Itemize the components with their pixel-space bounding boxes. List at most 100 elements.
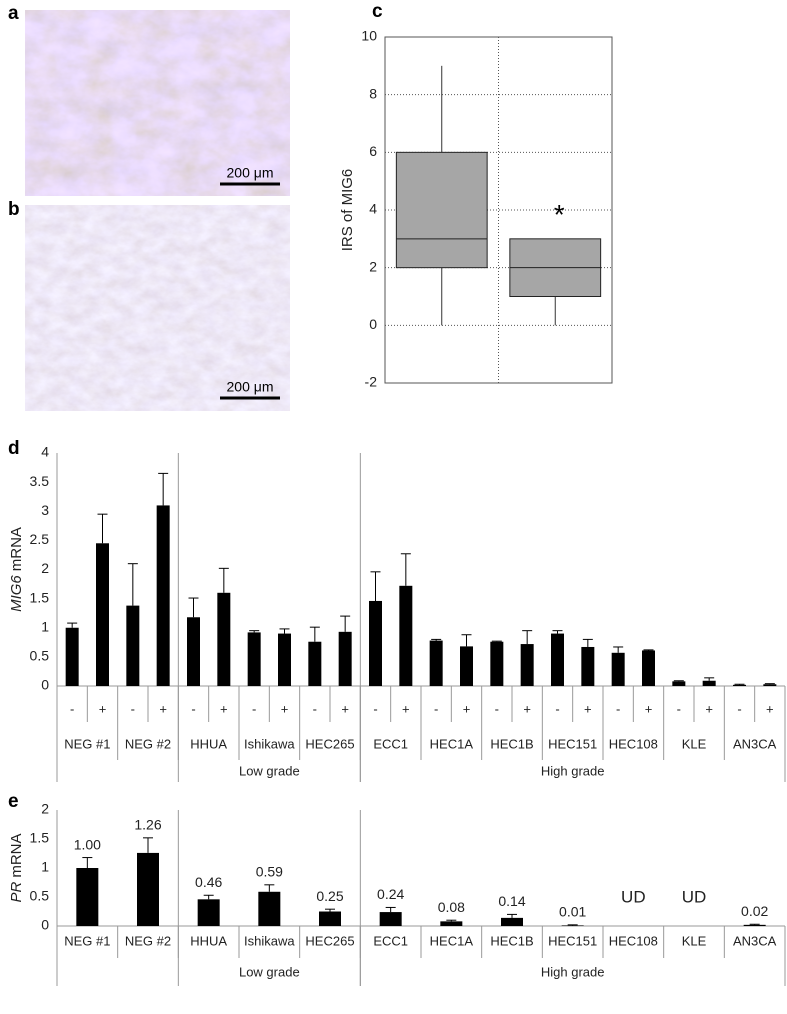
bar bbox=[308, 641, 322, 686]
micrograph bbox=[25, 10, 290, 196]
y-tick-label: 4 bbox=[369, 201, 377, 217]
bar bbox=[137, 852, 159, 926]
bar bbox=[338, 631, 352, 686]
bar bbox=[247, 632, 261, 686]
y-tick-label: 8 bbox=[369, 85, 377, 101]
value-label: UD bbox=[621, 887, 646, 906]
series-label: - bbox=[313, 701, 317, 716]
series-label: + bbox=[645, 701, 653, 716]
x-tick-label: AN3CA bbox=[733, 933, 777, 948]
bar bbox=[65, 627, 79, 686]
panel-label: e bbox=[8, 791, 19, 812]
bar bbox=[399, 585, 413, 686]
bar bbox=[217, 592, 231, 686]
series-label: + bbox=[766, 701, 774, 716]
value-label: 0.02 bbox=[741, 903, 768, 919]
bar bbox=[460, 646, 473, 686]
panel-label: a bbox=[8, 3, 19, 24]
series-label: + bbox=[705, 701, 713, 716]
value-label: 1.26 bbox=[134, 817, 161, 833]
y-tick-label: 10 bbox=[361, 28, 377, 44]
y-tick-label: -2 bbox=[365, 374, 378, 390]
series-label: - bbox=[495, 701, 499, 716]
y-tick-label: 0 bbox=[41, 677, 49, 693]
panel-label: d bbox=[8, 438, 20, 459]
value-label: 0.14 bbox=[498, 893, 525, 909]
box bbox=[395, 151, 488, 269]
y-axis-label-unit: mRNA bbox=[8, 527, 25, 571]
y-tick-label: 0 bbox=[369, 316, 377, 332]
bar bbox=[581, 646, 595, 686]
group-label: High grade bbox=[541, 964, 605, 979]
micrograph bbox=[25, 205, 290, 411]
bar bbox=[197, 899, 220, 926]
series-label: - bbox=[616, 701, 620, 716]
y-axis-label-gene: MIG6 bbox=[8, 575, 25, 612]
series-label: + bbox=[341, 701, 349, 716]
y-tick-label: 0 bbox=[41, 917, 49, 933]
bar bbox=[642, 650, 655, 686]
series-label: - bbox=[191, 701, 195, 716]
y-tick-label: 2 bbox=[41, 801, 49, 817]
y-tick-label: 3.5 bbox=[30, 473, 50, 489]
x-tick-label: ECC1 bbox=[373, 933, 408, 948]
x-tick-label: HEC1B bbox=[490, 736, 533, 751]
y-tick-label: 2 bbox=[369, 258, 377, 274]
y-tick-label: 3 bbox=[41, 502, 49, 518]
y-tick-label: 1.5 bbox=[30, 589, 50, 605]
x-tick-label: HEC108 bbox=[609, 933, 658, 948]
y-axis-label-gene: PR bbox=[8, 882, 25, 903]
x-tick-label: ECC1 bbox=[373, 736, 408, 751]
bar bbox=[258, 891, 281, 926]
series-label: + bbox=[402, 701, 410, 716]
series-label: - bbox=[737, 701, 741, 716]
y-tick-label: 0.5 bbox=[30, 888, 50, 904]
value-label: 0.08 bbox=[438, 899, 465, 915]
bar bbox=[520, 644, 534, 686]
x-tick-label: HEC265 bbox=[305, 736, 354, 751]
bar bbox=[490, 641, 504, 686]
series-label: + bbox=[584, 701, 592, 716]
x-tick-label: NEG #1 bbox=[64, 736, 110, 751]
x-tick-label: HEC1B bbox=[490, 933, 533, 948]
y-tick-label: 4 bbox=[41, 444, 49, 460]
panel-label: c bbox=[372, 1, 383, 22]
x-tick-label: HHUA bbox=[190, 933, 227, 948]
bar bbox=[551, 633, 564, 686]
y-tick-label: 1 bbox=[41, 618, 49, 634]
bar bbox=[278, 633, 291, 686]
series-label: - bbox=[70, 701, 74, 716]
bar bbox=[501, 917, 523, 926]
bar bbox=[429, 640, 443, 686]
y-tick-label: 2 bbox=[41, 560, 49, 576]
scale-bar-label: 200 μm bbox=[227, 165, 274, 181]
x-tick-label: HEC151 bbox=[548, 736, 597, 751]
bar bbox=[156, 505, 170, 686]
group-label: Low grade bbox=[239, 964, 300, 979]
group-label: High grade bbox=[541, 763, 605, 778]
bar bbox=[702, 680, 716, 686]
bar bbox=[76, 868, 99, 926]
series-label: + bbox=[220, 701, 228, 716]
series-label: + bbox=[281, 701, 289, 716]
bar bbox=[733, 684, 746, 686]
value-label: 0.01 bbox=[559, 904, 586, 920]
scale-bar-label: 200 μm bbox=[227, 379, 274, 395]
y-axis-label: MIG6 mRNA bbox=[8, 527, 25, 612]
bar bbox=[611, 652, 625, 686]
series-label: + bbox=[159, 701, 167, 716]
panel-label: b bbox=[8, 199, 20, 220]
bar bbox=[672, 681, 686, 686]
series-label: + bbox=[463, 701, 471, 716]
bar bbox=[369, 600, 382, 686]
bar bbox=[96, 543, 109, 686]
value-label: 0.24 bbox=[377, 886, 404, 902]
value-label: 0.46 bbox=[195, 874, 222, 890]
group-label: Low grade bbox=[239, 763, 300, 778]
y-tick-label: 6 bbox=[369, 143, 377, 159]
x-tick-label: HHUA bbox=[190, 736, 227, 751]
series-label: - bbox=[434, 701, 438, 716]
bar bbox=[440, 921, 463, 926]
annotation: * bbox=[554, 199, 565, 230]
